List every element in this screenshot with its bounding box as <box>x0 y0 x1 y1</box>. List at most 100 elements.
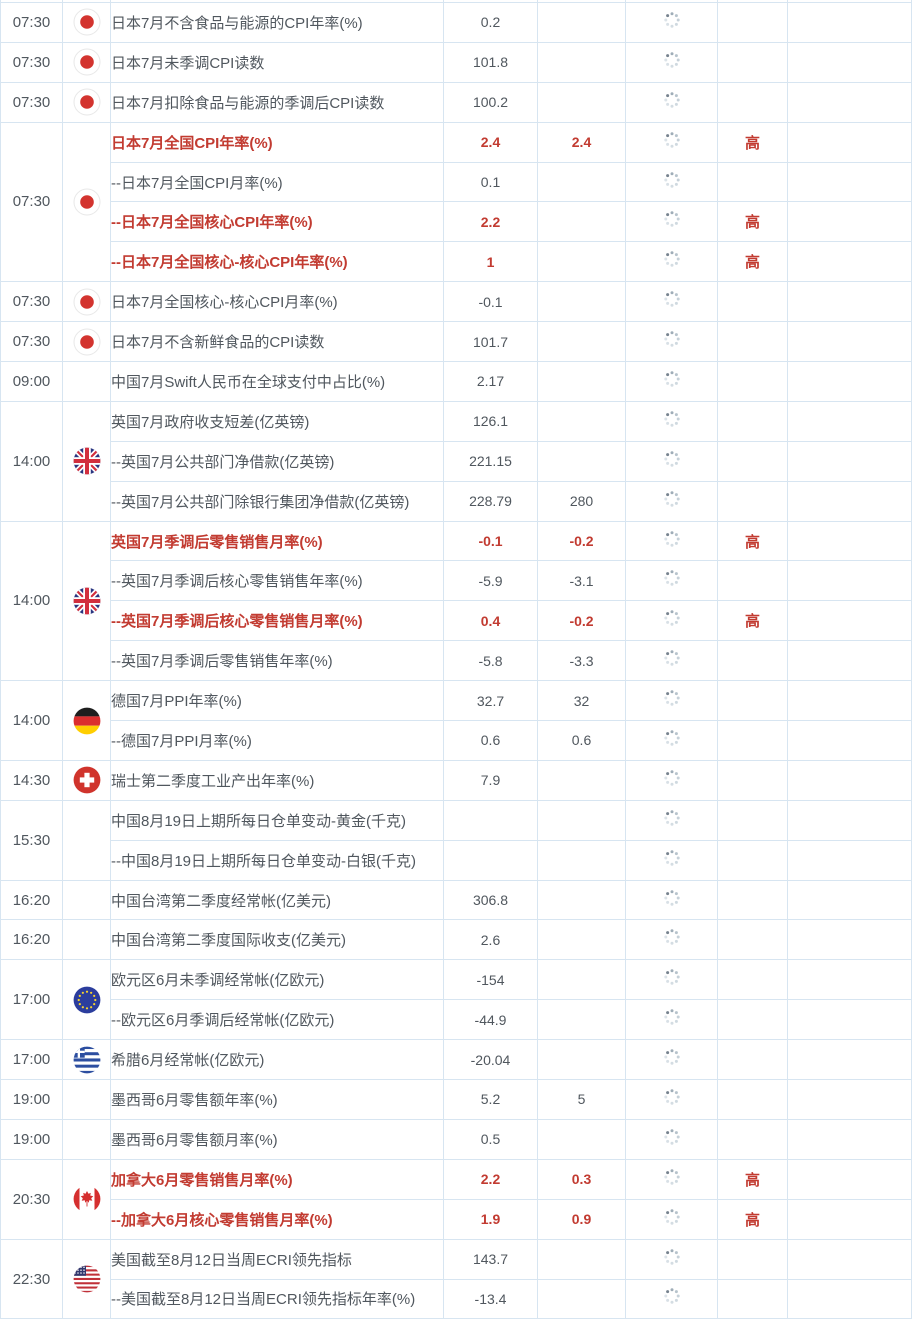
table-row[interactable]: 14:30 瑞士第二季度工业产出年率(%) 7.9 <box>0 759 912 801</box>
spinner-cell <box>625 839 718 881</box>
event-cell[interactable]: 日本7月不含新鲜食品的CPI读数 <box>110 321 444 363</box>
japan-flag-icon <box>73 188 100 216</box>
flag-cell-empty <box>62 361 111 402</box>
event-cell[interactable]: --英国7月季调后零售销售年率(%) <box>110 640 444 682</box>
time-cell: 07:30 <box>0 321 63 363</box>
table-row[interactable]: 16:20 中国台湾第二季度经常帐(亿美元) 306.8 <box>0 879 912 921</box>
actual-value-cell: -44.9 <box>443 999 538 1041</box>
event-cell[interactable]: --日本7月全国核心CPI年率(%) <box>110 201 444 243</box>
importance-cell <box>717 680 788 722</box>
table-row[interactable]: --英国7月季调后核心零售销售年率(%) -5.9 -3.1 <box>1 560 912 602</box>
actual-value-cell: 101.8 <box>443 41 538 83</box>
table-row[interactable]: --美国截至8月12日当周ECRI领先指标年率(%) -13.4 <box>1 1278 912 1319</box>
table-row[interactable]: 07:30 日本7月不含食品与能源的CPI年率(%) 0.2 <box>0 2 912 43</box>
event-cell[interactable]: --英国7月季调后核心零售销售年率(%) <box>110 560 444 602</box>
table-row[interactable]: 14:00 英国7月季调后零售销售月率(%) -0.1 -0.2 高 <box>0 520 912 682</box>
table-row[interactable]: 17:00 希腊6月经常帐(亿欧元) -20.04 <box>0 1039 912 1081</box>
event-cell[interactable]: --英国7月公共部门净借款(亿英镑) <box>110 440 444 482</box>
spinner-cell <box>625 361 718 402</box>
event-cell[interactable]: 希腊6月经常帐(亿欧元) <box>110 1039 444 1081</box>
event-cell[interactable]: --日本7月全国CPI月率(%) <box>110 161 444 203</box>
event-cell[interactable]: 瑞士第二季度工业产出年率(%) <box>110 759 444 801</box>
table-row[interactable]: --日本7月全国CPI月率(%) 0.1 <box>1 161 912 203</box>
event-cell[interactable]: 英国7月季调后零售销售月率(%) <box>110 520 444 562</box>
actual-value-cell: -0.1 <box>443 281 538 323</box>
time-cell: 07:30 <box>0 2 63 43</box>
table-row[interactable]: --欧元区6月季调后经常帐(亿欧元) -44.9 <box>1 999 912 1041</box>
event-cell[interactable]: 德国7月PPI年率(%) <box>110 680 444 722</box>
table-row[interactable]: 09:00 中国7月Swift人民币在全球支付中占比(%) 2.17 <box>0 361 912 402</box>
event-cell[interactable]: 日本7月未季调CPI读数 <box>110 41 444 83</box>
importance-cell <box>717 161 788 203</box>
event-cell[interactable]: --加拿大6月核心零售销售月率(%) <box>110 1198 444 1240</box>
event-cell[interactable]: --欧元区6月季调后经常帐(亿欧元) <box>110 999 444 1041</box>
table-row[interactable]: 15:30 中国8月19日上期所每日仓单变动-黄金(千克) <box>0 799 912 881</box>
importance-cell <box>717 959 788 1001</box>
table-row[interactable]: 07:30 日本7月扣除食品与能源的季调后CPI读数 100.2 <box>0 81 912 123</box>
table-row[interactable]: --日本7月全国核心-核心CPI年率(%) 1 高 <box>1 241 912 283</box>
extra-cell <box>787 520 912 562</box>
event-cell[interactable]: 日本7月扣除食品与能源的季调后CPI读数 <box>110 81 444 123</box>
event-cell[interactable]: 美国截至8月12日当周ECRI领先指标 <box>110 1238 444 1280</box>
forecast-value-cell <box>537 839 626 881</box>
event-cell[interactable]: --中国8月19日上期所每日仓单变动-白银(千克) <box>110 839 444 881</box>
table-row[interactable]: --德国7月PPI月率(%) 0.6 0.6 <box>1 720 912 761</box>
event-cell[interactable]: --德国7月PPI月率(%) <box>110 720 444 761</box>
event-cell[interactable]: --英国7月公共部门除银行集团净借款(亿英镑) <box>110 480 444 522</box>
table-row[interactable]: --加拿大6月核心零售销售月率(%) 1.9 0.9 高 <box>1 1198 912 1240</box>
event-cell[interactable]: 墨西哥6月零售额月率(%) <box>110 1118 444 1160</box>
loading-spinner-icon <box>663 291 680 307</box>
event-cell[interactable]: 中国台湾第二季度经常帐(亿美元) <box>110 879 444 921</box>
event-cell[interactable]: --英国7月季调后核心零售销售月率(%) <box>110 600 444 642</box>
event-cell[interactable]: 中国8月19日上期所每日仓单变动-黄金(千克) <box>110 799 444 841</box>
table-row[interactable]: --英国7月季调后核心零售销售月率(%) 0.4 -0.2 高 <box>1 600 912 642</box>
spinner-cell <box>625 1158 718 1200</box>
forecast-value-cell <box>537 1039 626 1081</box>
event-cell[interactable]: 墨西哥6月零售额年率(%) <box>110 1079 444 1120</box>
table-row[interactable]: --中国8月19日上期所每日仓单变动-白银(千克) <box>1 839 912 881</box>
japan-flag-icon <box>73 48 100 76</box>
loading-spinner-icon <box>663 969 680 986</box>
event-cell[interactable]: --日本7月全国核心-核心CPI年率(%) <box>110 241 444 283</box>
event-cell[interactable]: 加拿大6月零售销售月率(%) <box>110 1158 444 1200</box>
table-row[interactable]: 14:00 英国7月政府收支短差(亿英镑) 126.1 <box>0 400 912 522</box>
extra-cell <box>787 1198 912 1240</box>
table-row[interactable]: 07:30 日本7月全国CPI年率(%) 2.4 2.4 高 <box>0 121 912 283</box>
table-row[interactable]: 07:30 日本7月未季调CPI读数 101.8 <box>0 41 912 83</box>
table-row[interactable]: 19:00 墨西哥6月零售额月率(%) 0.5 <box>0 1118 912 1160</box>
spinner-cell <box>625 680 718 722</box>
spinner-cell <box>625 121 718 163</box>
table-row[interactable]: 20:30 加拿大6月零售销售月率(%) 2.2 0.3 高 <box>0 1158 912 1240</box>
table-row[interactable]: 14:00 德国7月PPI年率(%) 32.7 32 <box>0 680 912 761</box>
event-cell[interactable]: 日本7月全国核心-核心CPI月率(%) <box>110 281 444 323</box>
table-row[interactable]: 07:30 日本7月全国核心-核心CPI月率(%) -0.1 <box>0 281 912 323</box>
table-row[interactable]: 16:20 中国台湾第二季度国际收支(亿美元) 2.6 <box>0 919 912 961</box>
loading-spinner-icon <box>663 12 680 28</box>
table-row[interactable]: 19:00 墨西哥6月零售额年率(%) 5.2 5 <box>0 1079 912 1120</box>
time-cell: 07:30 <box>0 81 63 123</box>
table-row[interactable]: --英国7月季调后零售销售年率(%) -5.8 -3.3 <box>1 640 912 682</box>
event-cell[interactable]: 欧元区6月未季调经常帐(亿欧元) <box>110 959 444 1001</box>
event-cell[interactable]: 中国7月Swift人民币在全球支付中占比(%) <box>110 361 444 402</box>
event-cell[interactable]: 日本7月不含食品与能源的CPI年率(%) <box>110 2 444 43</box>
table-row[interactable]: 17:00 欧元区6月未季调经常帐(亿欧元) -154 <box>0 959 912 1041</box>
table-row[interactable]: --英国7月公共部门除银行集团净借款(亿英镑) 228.79 280 <box>1 480 912 522</box>
table-row[interactable]: 07:30 日本7月不含新鲜食品的CPI读数 101.7 <box>0 321 912 363</box>
forecast-value-cell: 2.4 <box>537 121 626 163</box>
table-row[interactable]: --英国7月公共部门净借款(亿英镑) 221.15 <box>1 440 912 482</box>
importance-cell <box>717 640 788 682</box>
time-cell: 19:00 <box>0 1118 63 1160</box>
event-cell[interactable]: 英国7月政府收支短差(亿英镑) <box>110 400 444 442</box>
event-cell[interactable]: 中国台湾第二季度国际收支(亿美元) <box>110 919 444 961</box>
event-cell[interactable]: --美国截至8月12日当周ECRI领先指标年率(%) <box>110 1278 444 1319</box>
table-row[interactable]: 22:30 美国截至8月12日当周ECRI领先指标 143.7 <box>0 1238 912 1319</box>
spinner-cell <box>625 1278 718 1319</box>
spinner-cell <box>625 1118 718 1160</box>
actual-value-cell: -0.1 <box>443 520 538 562</box>
event-cell[interactable]: 日本7月全国CPI年率(%) <box>110 121 444 163</box>
table-row[interactable]: --日本7月全国核心CPI年率(%) 2.2 高 <box>1 201 912 243</box>
actual-value-cell: 0.4 <box>443 600 538 642</box>
forecast-value-cell <box>537 759 626 801</box>
extra-cell <box>787 1118 912 1160</box>
time-cell: 19:00 <box>0 1079 63 1120</box>
